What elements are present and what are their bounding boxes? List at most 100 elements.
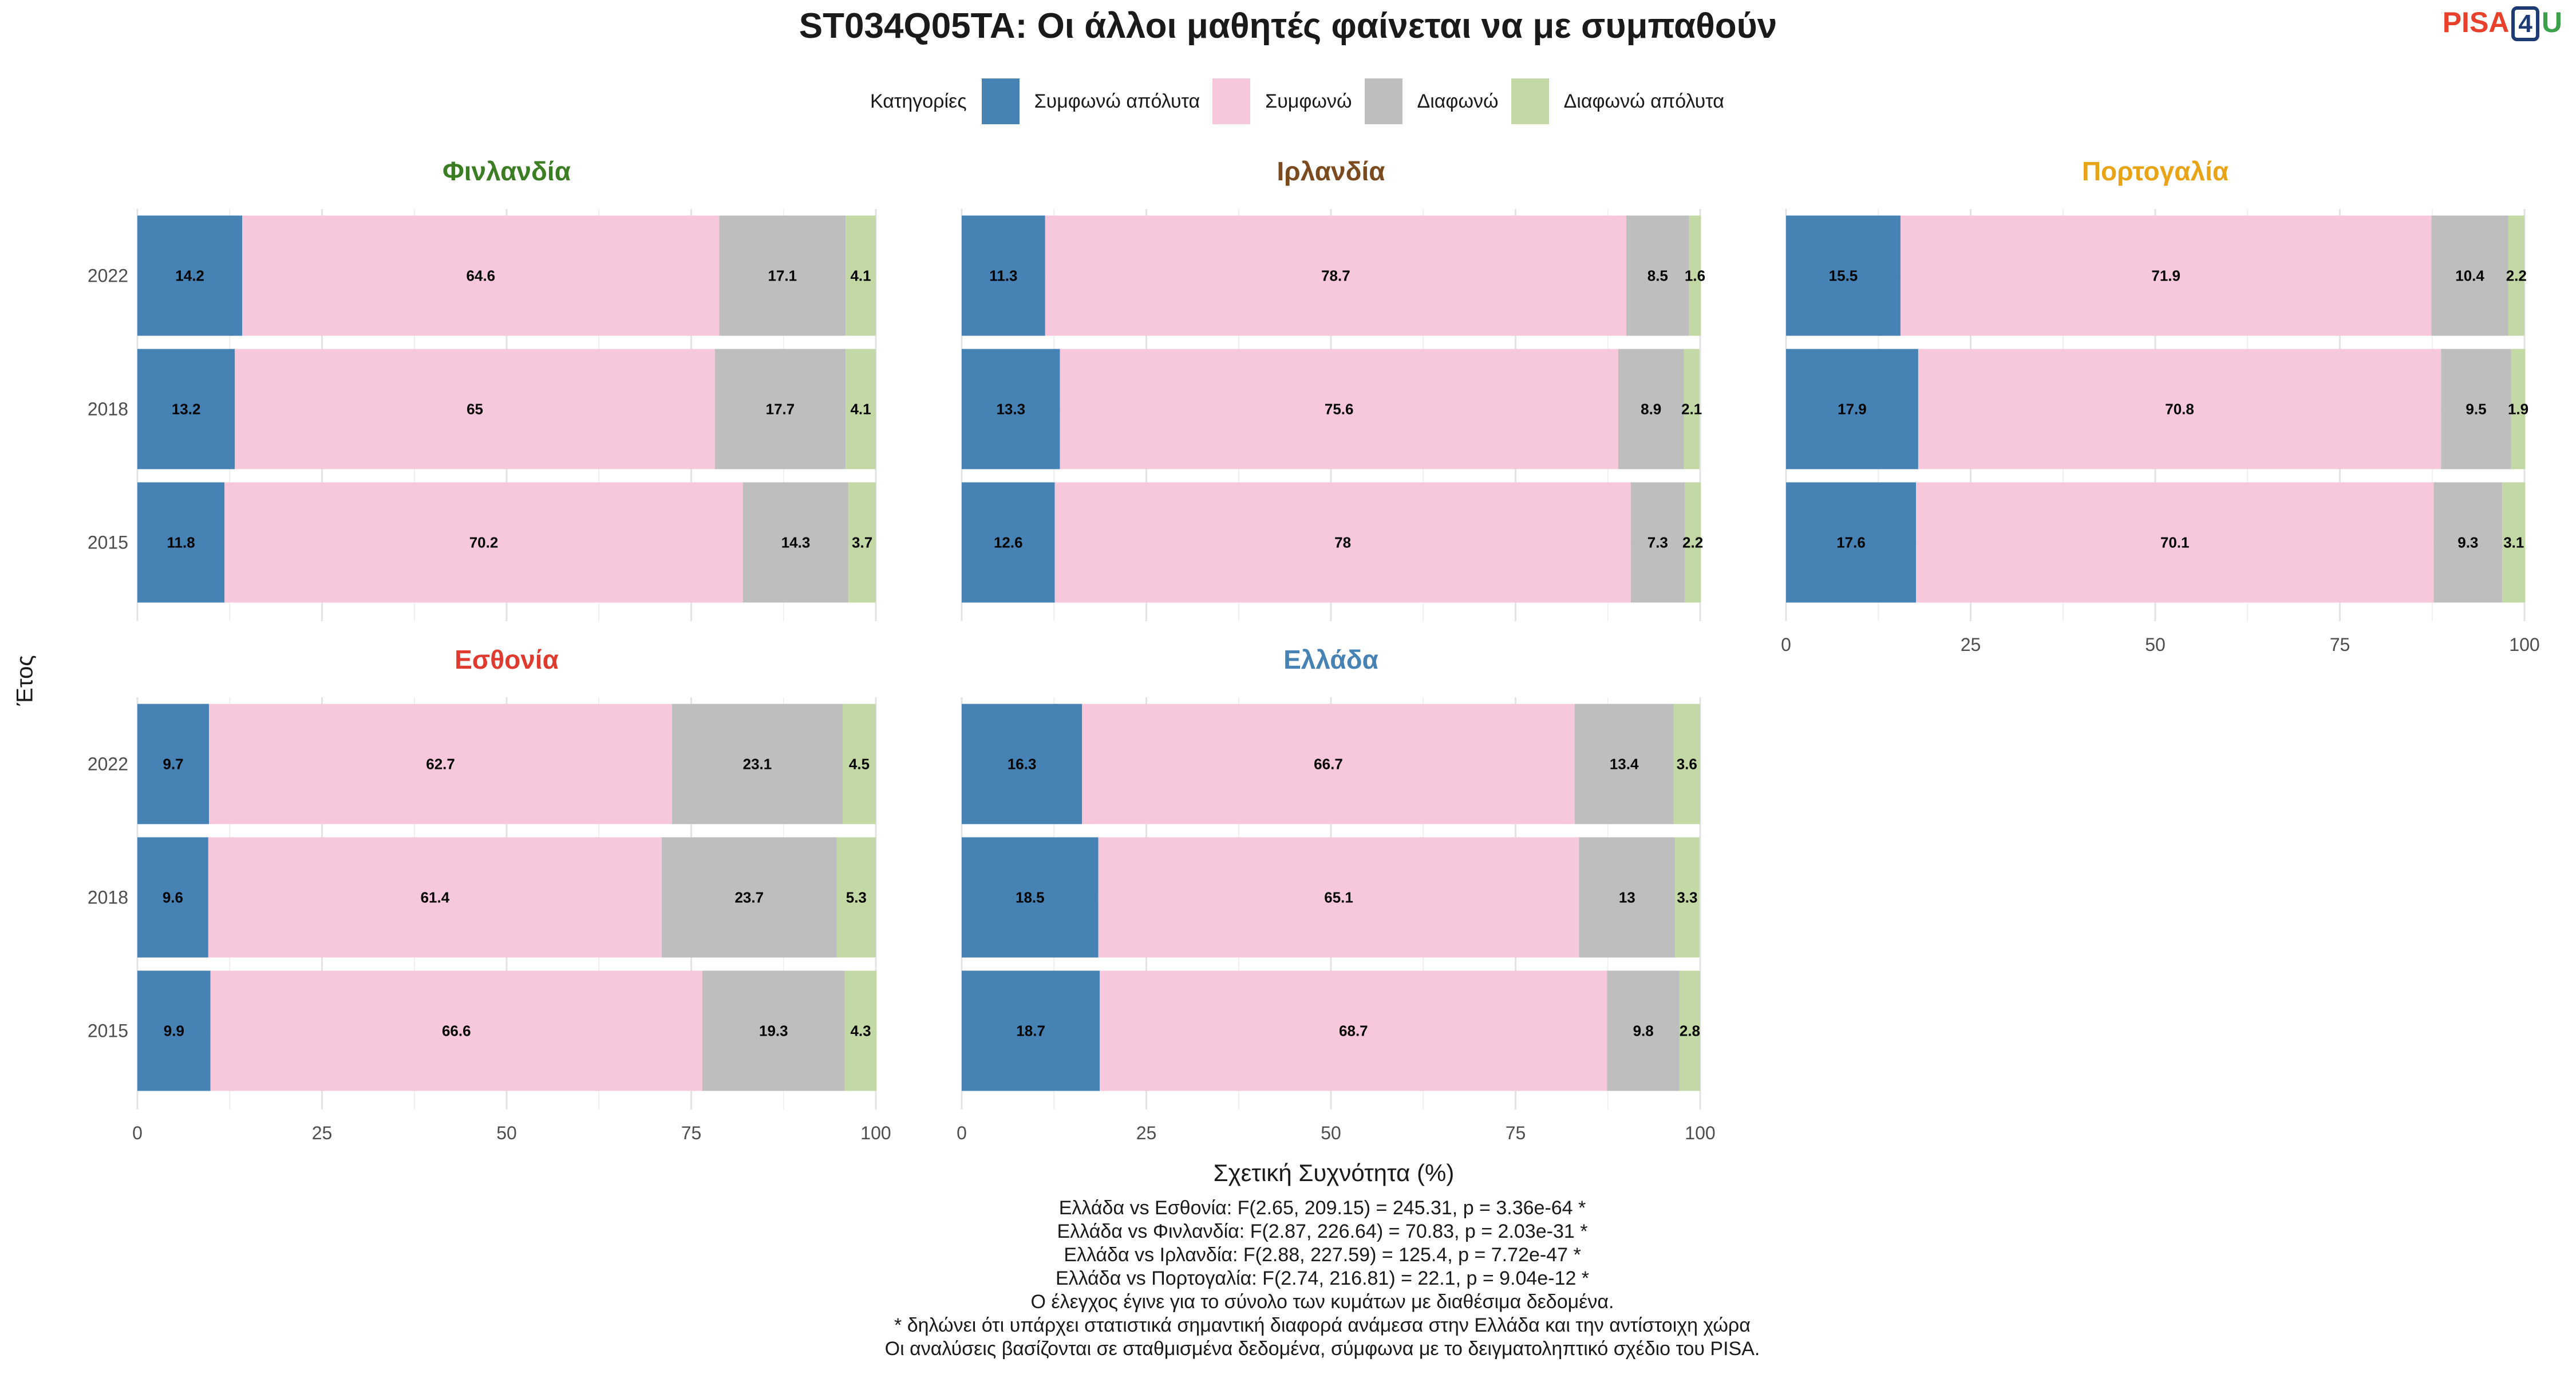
data-label: 66.7 <box>1314 756 1343 773</box>
data-label: 9.8 <box>1633 1022 1654 1040</box>
data-label: 64.6 <box>467 267 496 285</box>
caption-line: Ελλάδα vs Πορτογαλία: F(2.74, 216.81) = … <box>1055 1268 1590 1289</box>
bar-segment <box>661 837 837 958</box>
data-label: 70.2 <box>469 534 499 551</box>
x-tick-label: 100 <box>860 1123 891 1143</box>
data-label: 16.3 <box>1008 756 1037 773</box>
bar-segment <box>2433 482 2503 603</box>
bar-segment <box>208 837 662 958</box>
bar-segment <box>962 349 1060 469</box>
bar-segment <box>224 482 743 603</box>
bar-segment <box>962 837 1099 958</box>
legend-item-disagree: Διαφωνώ <box>1364 78 1499 124</box>
bar-segment <box>671 704 843 824</box>
bar-segment <box>1900 215 2432 336</box>
bar-segment <box>1786 349 1918 469</box>
data-label: 9.9 <box>164 1022 184 1040</box>
data-label: 9.7 <box>163 756 183 773</box>
data-label: 78 <box>1334 534 1351 551</box>
data-label: 2.2 <box>2506 267 2527 285</box>
data-label: 78.7 <box>1321 267 1350 285</box>
data-label: 71.9 <box>2151 267 2180 285</box>
data-label: 68.7 <box>1339 1022 1368 1040</box>
data-label: 5.3 <box>846 889 867 906</box>
bar-segment <box>962 215 1045 336</box>
legend-key-strongly-disagree <box>1511 78 1549 124</box>
data-label: 13.3 <box>996 401 1025 418</box>
bar-segment <box>962 704 1082 824</box>
bar-segment <box>1045 215 1626 336</box>
data-label: 23.1 <box>743 756 772 773</box>
bar-segment <box>1918 349 2441 469</box>
data-label: 61.4 <box>421 889 450 906</box>
data-label: 70.1 <box>2160 534 2190 551</box>
data-label: 17.1 <box>768 267 797 285</box>
bar-segment <box>1786 215 1901 336</box>
data-label: 23.7 <box>734 889 764 906</box>
bar-segment <box>1574 704 1674 824</box>
x-tick-label: 75 <box>2330 634 2350 655</box>
data-label: 13.4 <box>1610 756 1639 773</box>
caption-line: Ελλάδα vs Φινλανδία: F(2.87, 226.64) = 7… <box>1057 1221 1588 1242</box>
data-label: 65.1 <box>1324 889 1353 906</box>
chart-title: ST034Q05TA: Οι άλλοι μαθητές φαίνεται να… <box>799 6 1777 46</box>
y-tick-label: 2022 <box>88 754 128 775</box>
legend: Κατηγορίες Συμφωνώ απόλυτα Συμφωνώ Διαφω… <box>0 76 2576 127</box>
y-tick-label: 2018 <box>88 399 128 420</box>
data-label: 13.2 <box>172 401 201 418</box>
data-label: 8.9 <box>1641 401 1661 418</box>
x-tick-label: 50 <box>496 1123 517 1143</box>
data-label: 65 <box>467 401 483 418</box>
data-label: 15.5 <box>1829 267 1858 285</box>
data-label: 3.7 <box>852 534 872 551</box>
bar-segment <box>1630 482 1685 603</box>
data-label: 4.1 <box>850 267 871 285</box>
bar-segment <box>1675 837 1700 958</box>
legend-item-strongly-agree: Συμφωνώ απόλυτα <box>981 78 1200 124</box>
bar-segment <box>209 704 672 824</box>
data-label: 18.5 <box>1016 889 1045 906</box>
caption-line: Ελλάδα vs Ιρλανδία: F(2.88, 227.59) = 12… <box>1064 1244 1581 1266</box>
bar-segment <box>210 970 702 1091</box>
bar-segment <box>1684 349 1700 469</box>
x-axis-title: Σχετική Συχνότητα (%) <box>1213 1159 1455 1186</box>
bar-segment <box>844 970 877 1091</box>
data-label: 66.6 <box>442 1022 471 1040</box>
data-label: 9.5 <box>2466 401 2486 418</box>
bar-segment <box>714 349 846 469</box>
x-tick-label: 25 <box>1136 1123 1157 1143</box>
bar-segment <box>2502 482 2526 603</box>
bar-segment <box>1916 482 2434 603</box>
data-label: 13 <box>1619 889 1635 906</box>
y-tick-label: 2015 <box>88 1021 128 1041</box>
data-label: 14.3 <box>781 534 811 551</box>
y-tick-label: 2015 <box>88 532 128 553</box>
y-tick-label: 2018 <box>88 887 128 908</box>
x-tick-label: 50 <box>2145 634 2166 655</box>
x-tick-label: 0 <box>1781 634 1791 655</box>
bar-segment <box>2431 215 2508 336</box>
data-label: 2.1 <box>1681 401 1702 418</box>
caption-line: Ελλάδα vs Εσθονία: F(2.65, 209.15) = 245… <box>1058 1197 1586 1219</box>
data-label: 3.6 <box>1677 756 1697 773</box>
bar-segment <box>1626 215 1689 336</box>
data-label: 19.3 <box>759 1022 788 1040</box>
data-label: 2.2 <box>1682 534 1703 551</box>
bar-segment <box>846 215 876 336</box>
bar-segment <box>1098 837 1579 958</box>
facet-4: Ελλάδα 16.3 66.7 13.4 3.6 18.5 65.1 13 3.3 18.7 68… <box>957 645 1716 1143</box>
data-label: 1.6 <box>1685 267 1705 285</box>
bar-segment <box>1679 970 1700 1091</box>
data-label: 2.8 <box>1680 1022 1700 1040</box>
x-tick-label: 100 <box>1685 1123 1715 1143</box>
data-label: 75.6 <box>1325 401 1354 418</box>
bar-segment <box>1060 349 1618 469</box>
bar-segment <box>1100 970 1607 1091</box>
data-label: 7.3 <box>1647 534 1668 551</box>
bar-segment <box>1579 837 1676 958</box>
data-label: 3.1 <box>2503 534 2524 551</box>
bar-segment <box>1082 704 1575 824</box>
data-label: 4.3 <box>850 1022 871 1040</box>
y-tick-label: 2022 <box>88 266 128 286</box>
